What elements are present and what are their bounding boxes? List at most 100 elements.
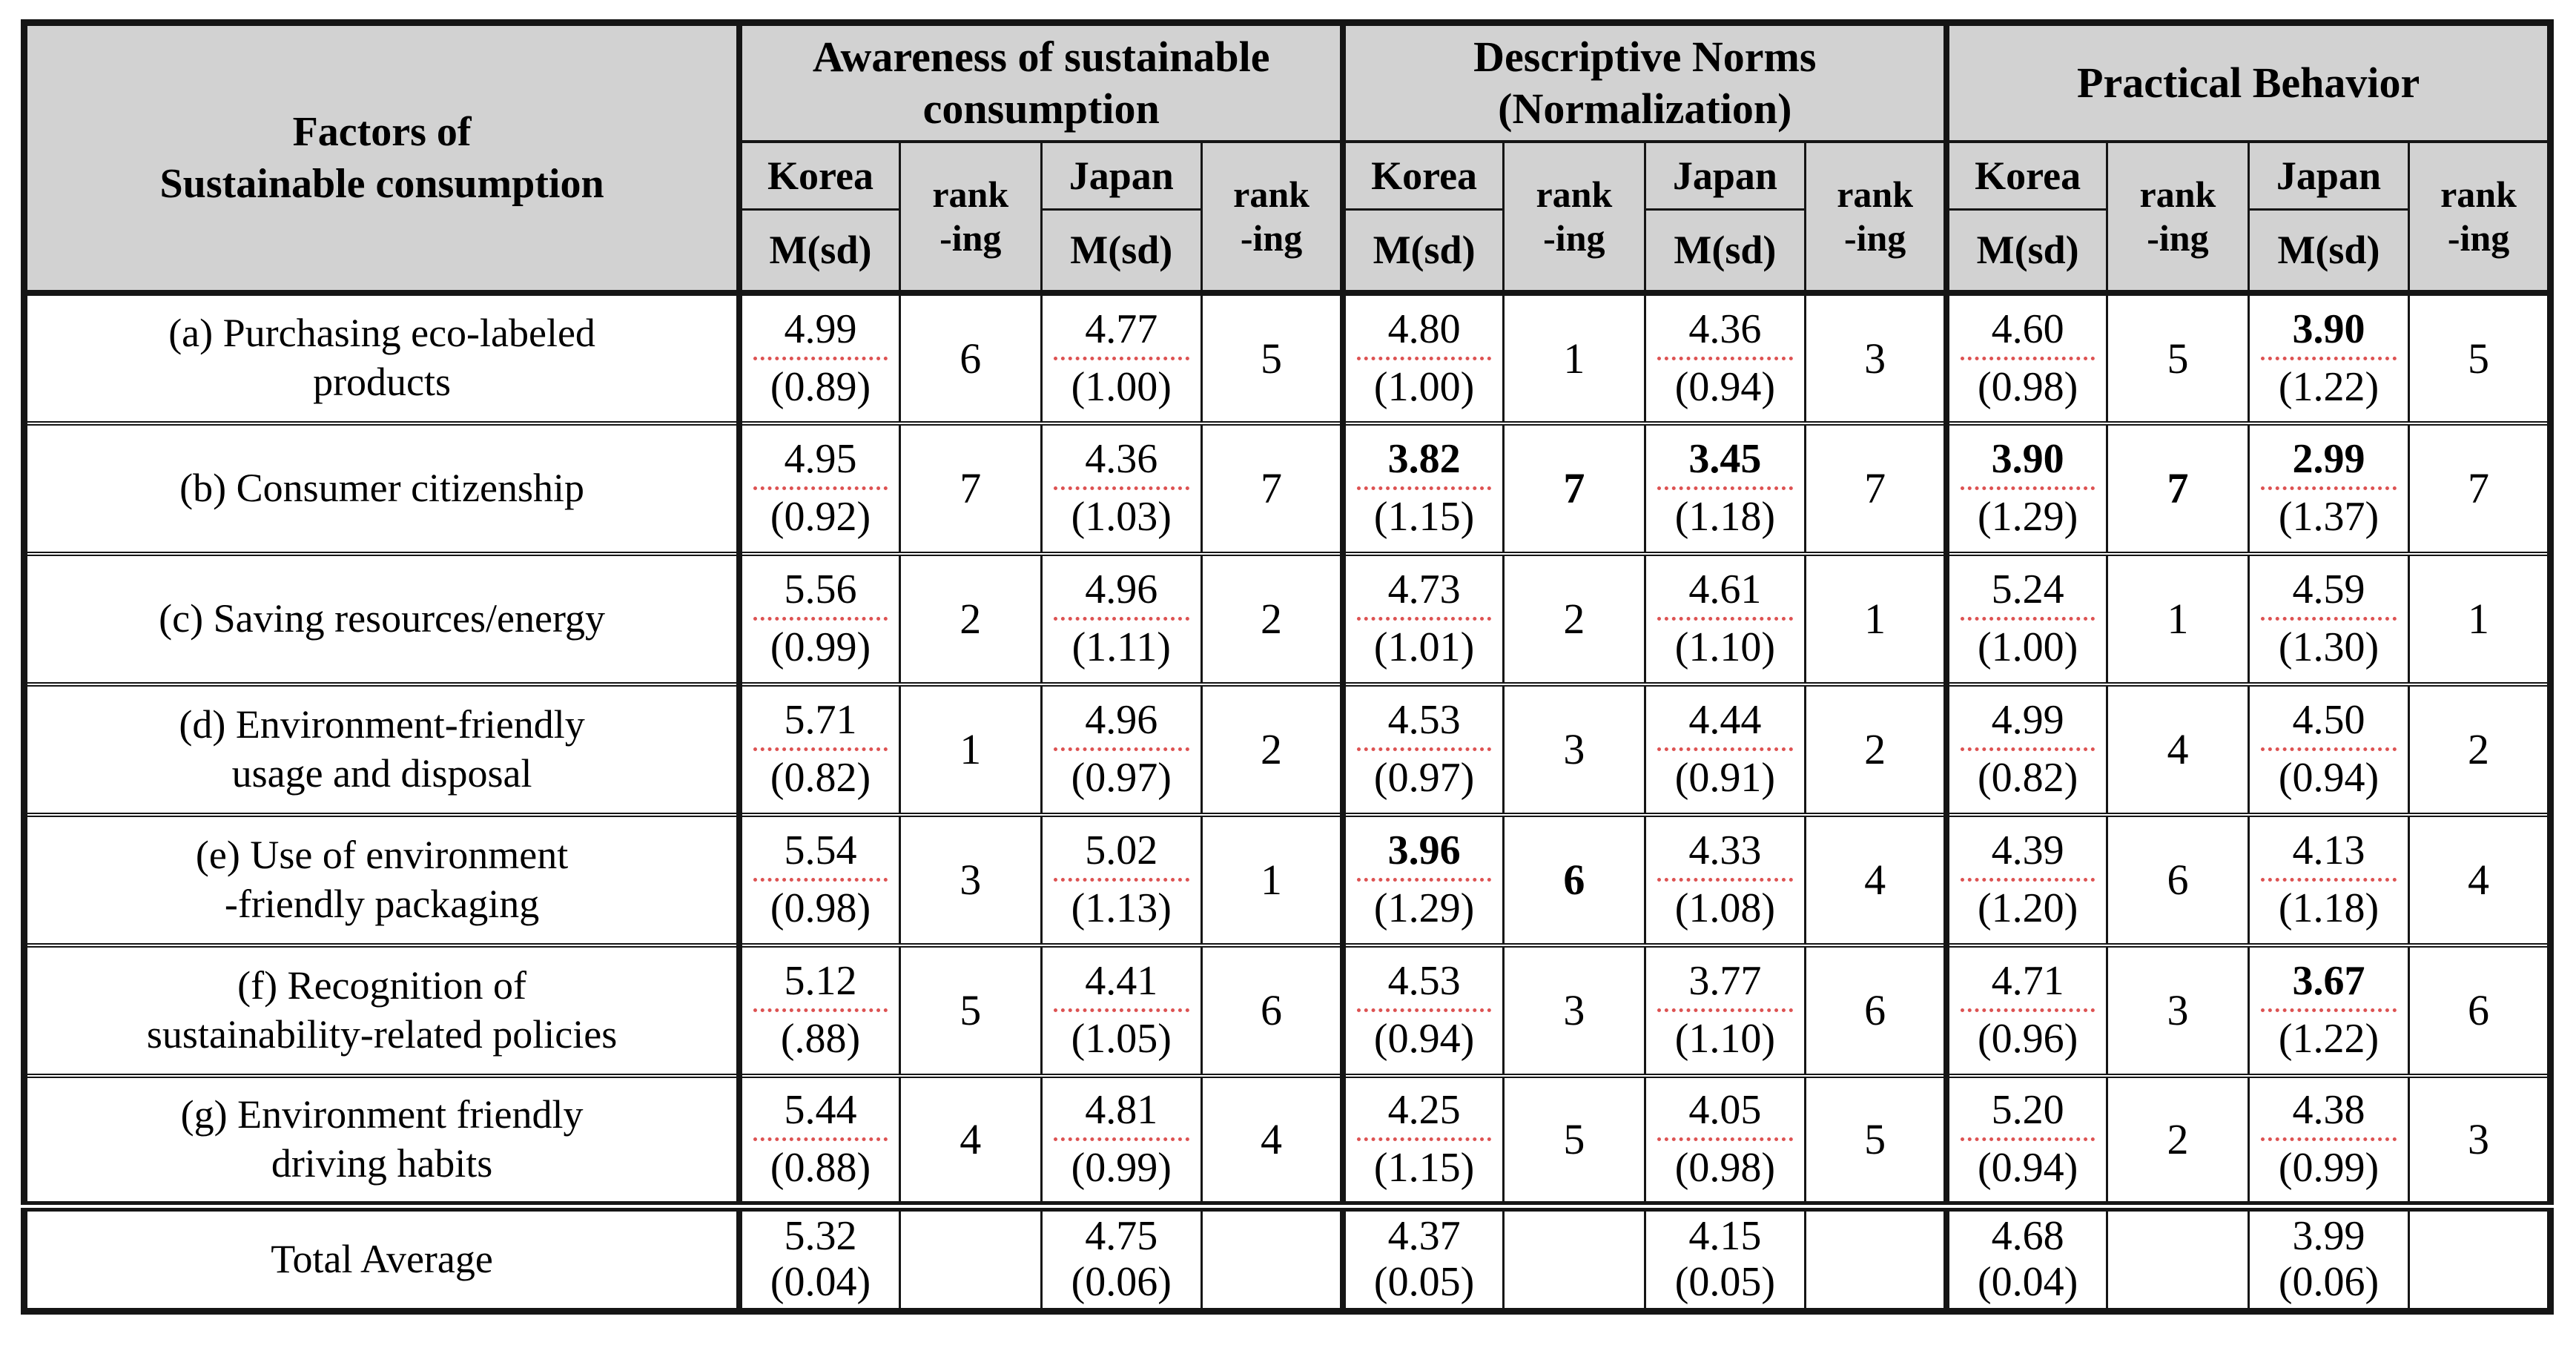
rank-value: 7 [2167,464,2189,512]
rank-cell: 2 [1502,552,1646,685]
rank-value: 7 [960,464,982,512]
mean-value: 3.67 [2292,958,2365,1005]
rank-cell: 5 [1803,1074,1950,1207]
header-msd: M(sd) [2247,208,2411,294]
red-dotted-divider [1053,878,1189,882]
header-korea: Korea [738,140,901,211]
header-msd: M(sd) [738,208,901,294]
red-dotted-divider [753,486,888,490]
table-row: (d) Environment-friendly usage and dispo… [23,683,2552,816]
rank-cell: 6 [898,291,1043,424]
red-dotted-divider [2260,878,2397,882]
mean-value: 4.61 [1688,566,1762,613]
rank-cell: 3 [1502,944,1646,1077]
rank-cell [2106,1205,2250,1312]
rank-value: 6 [2468,986,2490,1034]
mean-value: 4.36 [1688,305,1762,352]
msd-cell: 5.71 (0.82) [738,683,901,816]
mean-value: 4.13 [2292,827,2365,874]
rank-cell: 7 [2106,422,2250,555]
msd-cell: 4.37 (0.05) [1341,1205,1505,1312]
rank-value: 1 [1864,595,1886,643]
mean-value: 4.39 [1991,827,2064,874]
sd-value: (1.29) [1373,885,1475,931]
mean-value: 4.38 [2292,1087,2365,1134]
msd-cell: 4.59 (1.30) [2247,552,2411,685]
header-ranking: rank -ing [1803,140,1950,294]
mean-value: 4.81 [1085,1087,1158,1134]
mean-value: 4.50 [2292,697,2365,744]
mean-value: 4.37 [1387,1213,1461,1260]
rank-cell: 4 [2408,813,2552,946]
rank-cell: 2 [2408,683,2552,816]
rank-value: 6 [1261,986,1283,1034]
rank-cell [1502,1205,1646,1312]
msd-cell: 3.90 (1.22) [2247,291,2411,424]
sd-value: (1.03) [1071,494,1172,540]
mean-value: 3.90 [2292,305,2365,352]
red-dotted-divider [1356,356,1492,360]
rank-value: 2 [960,595,982,643]
rank-value: 6 [1563,856,1585,904]
sustainable-consumption-table: Factors of Sustainable consumption Aware… [21,19,2554,1315]
rank-value: 6 [960,334,982,383]
red-dotted-divider [1657,1008,1794,1012]
rank-cell [898,1205,1043,1312]
msd-cell: 4.33 (1.08) [1643,813,1806,946]
rank-cell: 2 [898,552,1043,685]
table-row: (b) Consumer citizenship 4.95 (0.92) 7 4.36… [23,422,2552,555]
msd-cell: 5.44 (0.88) [738,1074,901,1207]
red-dotted-divider [2260,1137,2397,1141]
header-msd: M(sd) [1945,208,2109,294]
header-ranking: rank -ing [898,140,1043,294]
mean-value: 3.45 [1688,436,1762,483]
sd-value: (0.96) [1978,1016,2078,1062]
rank-value: 3 [1563,725,1585,773]
mean-value: 4.36 [1085,436,1158,483]
mean-value: 5.56 [784,566,857,613]
red-dotted-divider [1053,356,1189,360]
sd-value: (1.15) [1373,494,1475,540]
mean-value: 4.60 [1991,305,2064,352]
msd-cell: 4.44 (0.91) [1643,683,1806,816]
mean-value: 4.99 [1991,697,2064,744]
rank-value: 1 [1563,334,1585,383]
red-dotted-divider [753,617,888,621]
header-korea: Korea [1341,140,1505,211]
msd-cell: 5.32 (0.04) [738,1205,901,1312]
rank-cell: 6 [1200,944,1347,1077]
rank-value: 4 [1864,856,1886,904]
msd-cell: 3.90 (1.29) [1945,422,2109,555]
msd-cell: 4.50 (0.94) [2247,683,2411,816]
rank-value: 2 [1563,595,1585,643]
rank-cell: 2 [1200,683,1347,816]
rank-cell: 2 [1200,552,1347,685]
msd-cell: 4.38 (0.99) [2247,1074,2411,1207]
rank-value: 7 [1563,464,1585,512]
sd-value: (1.13) [1071,885,1172,931]
mean-value: 4.41 [1085,958,1158,1005]
factor-cell: (d) Environment-friendly usage and dispo… [23,683,743,816]
red-dotted-divider [1356,878,1492,882]
mean-value: 4.96 [1085,566,1158,613]
red-dotted-divider [1657,1137,1794,1141]
factor-cell: (b) Consumer citizenship [23,422,743,555]
red-dotted-divider [1961,617,2096,621]
rank-value: 1 [2468,595,2490,643]
mean-value: 4.53 [1387,697,1461,744]
red-dotted-divider [2260,1008,2397,1012]
msd-cell: 3.45 (1.18) [1643,422,1806,555]
rank-value: 2 [1864,725,1886,773]
rank-cell: 6 [2408,944,2552,1077]
sd-value: (1.01) [1373,624,1475,670]
red-dotted-divider [2260,747,2397,751]
group-header-row: Factors of Sustainable consumption Aware… [23,22,2552,294]
rank-cell: 3 [898,813,1043,946]
sd-value: (0.06) [2278,1258,2380,1305]
rank-cell: 1 [2106,552,2250,685]
msd-cell: 3.77 (1.10) [1643,944,1806,1077]
red-dotted-divider [1657,878,1794,882]
rank-value: 2 [2468,725,2490,773]
mean-value: 3.77 [1688,958,1762,1005]
header-msd: M(sd) [1040,208,1203,294]
